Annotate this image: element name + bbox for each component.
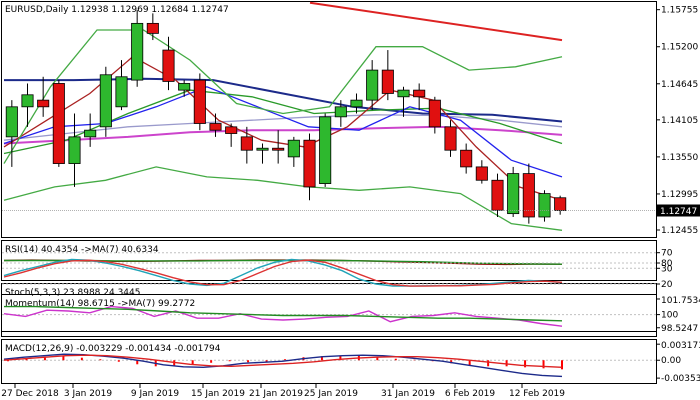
indicator-series <box>3 259 563 287</box>
stoch-title: Stoch(5,3,3) 23.8988 24.3445 <box>5 288 140 298</box>
indicator-line <box>3 55 563 201</box>
indicator-series <box>3 353 563 378</box>
indicator-line <box>309 1 563 42</box>
indicator-line <box>3 29 563 164</box>
candle-body <box>84 129 97 138</box>
current-price-label: 1.12747 <box>660 207 697 217</box>
candle-body <box>460 149 473 168</box>
sub-tick-label: 101.7534 <box>661 296 700 306</box>
price-header: EURUSD,Daily 1.12938 1.12969 1.12684 1.1… <box>5 5 229 15</box>
x-tick-label: 15 Jan 2019 <box>191 389 245 399</box>
price-tick-label: 1.14645 <box>661 80 698 90</box>
sub-tick-label: -0.003534 <box>661 374 700 384</box>
price-tick-label: 1.14105 <box>661 116 698 126</box>
rsi-title: RSI(14) 40.4354 ->MA(7) 40.6334 <box>5 245 159 255</box>
candle-body <box>287 139 300 158</box>
candle-body <box>538 193 551 218</box>
indicator-layer <box>2 252 656 378</box>
candle-body <box>366 69 379 101</box>
candle-body <box>146 22 159 34</box>
x-tick-label: 6 Feb 2019 <box>445 389 496 399</box>
candle-body <box>225 126 238 134</box>
x-tick-label: 12 Feb 2019 <box>509 389 565 399</box>
price-tick-label: 1.12995 <box>661 190 698 200</box>
momentum-pane <box>1 294 657 337</box>
candle-body <box>115 76 128 108</box>
indicator-line <box>4 77 563 123</box>
candle-body <box>99 74 112 128</box>
sub-tick-label: 20 <box>661 280 673 290</box>
sub-tick-label: 80 <box>661 259 673 269</box>
candle-body <box>397 89 410 98</box>
candle-body <box>475 166 488 181</box>
x-tick-label: 25 Jan 2019 <box>304 389 358 399</box>
candle-body <box>444 126 457 151</box>
price-tick-label: 1.15755 <box>661 6 698 16</box>
macd-pane <box>1 339 657 384</box>
candle-body <box>381 69 394 94</box>
price-layer <box>2 1 656 231</box>
candle-body <box>37 99 50 108</box>
candle-body <box>272 147 285 151</box>
candle-body <box>522 173 535 218</box>
candle-body <box>554 197 567 211</box>
indicator-line <box>3 166 563 231</box>
sub-tick-label: 30 <box>661 264 673 274</box>
indicator-series <box>3 354 563 368</box>
candle-body <box>491 179 504 211</box>
candle-body <box>413 89 426 98</box>
candle-body <box>428 99 441 128</box>
x-tick-label: 27 Dec 2018 <box>1 389 59 399</box>
candle-body <box>209 123 222 131</box>
candle-body <box>5 106 18 138</box>
axis-layer: 1.15755 1.15200 1.14645 1.14105 1.13550 1.129… <box>1 6 700 399</box>
x-tick-label: 31 Jan 2019 <box>381 389 435 399</box>
momentum-title: Momentum(14) 98.6715 ->MA(7) 99.2772 <box>5 299 195 309</box>
indicator-series <box>3 305 563 327</box>
candle-body <box>303 139 316 188</box>
indicator-line <box>3 86 563 178</box>
candle-body <box>178 83 191 91</box>
candle-body <box>131 22 144 81</box>
rsi-pane <box>1 240 657 281</box>
candle-body <box>68 136 81 164</box>
price-tick-label: 1.13550 <box>661 153 698 163</box>
candle-body <box>21 94 34 108</box>
indicator-series <box>4 305 563 322</box>
sub-tick-label: 0.003173 <box>661 341 700 351</box>
sub-tick-label: 70 <box>661 249 673 259</box>
indicator-line <box>3 89 563 155</box>
candle-body <box>507 173 520 215</box>
sub-tick-label: 100 <box>661 311 678 321</box>
candle-body <box>334 106 347 118</box>
sub-tick-label: 0.00 <box>661 356 681 366</box>
price-tick-label: 1.15200 <box>661 43 698 53</box>
candle-body <box>162 49 175 82</box>
indicator-line <box>3 125 563 145</box>
sub-tick-label: 98.5247 <box>661 324 698 334</box>
candle-body <box>52 83 65 164</box>
indicator-line <box>3 114 563 141</box>
x-tick-label: 21 Jan 2019 <box>249 389 303 399</box>
candle-body <box>319 116 332 184</box>
macd-title: MACD(12,26,9) -0.003229 -0.001434 -0.001… <box>5 344 221 354</box>
candle-body <box>193 79 206 124</box>
x-tick-label: 9 Jan 2019 <box>131 389 179 399</box>
current-price-box <box>657 204 700 217</box>
price-tick-label: 1.12455 <box>661 226 698 236</box>
x-tick-label: 3 Jan 2019 <box>64 389 112 399</box>
candle-body <box>256 147 269 151</box>
candle-body <box>240 136 253 151</box>
candle-body <box>350 99 363 108</box>
